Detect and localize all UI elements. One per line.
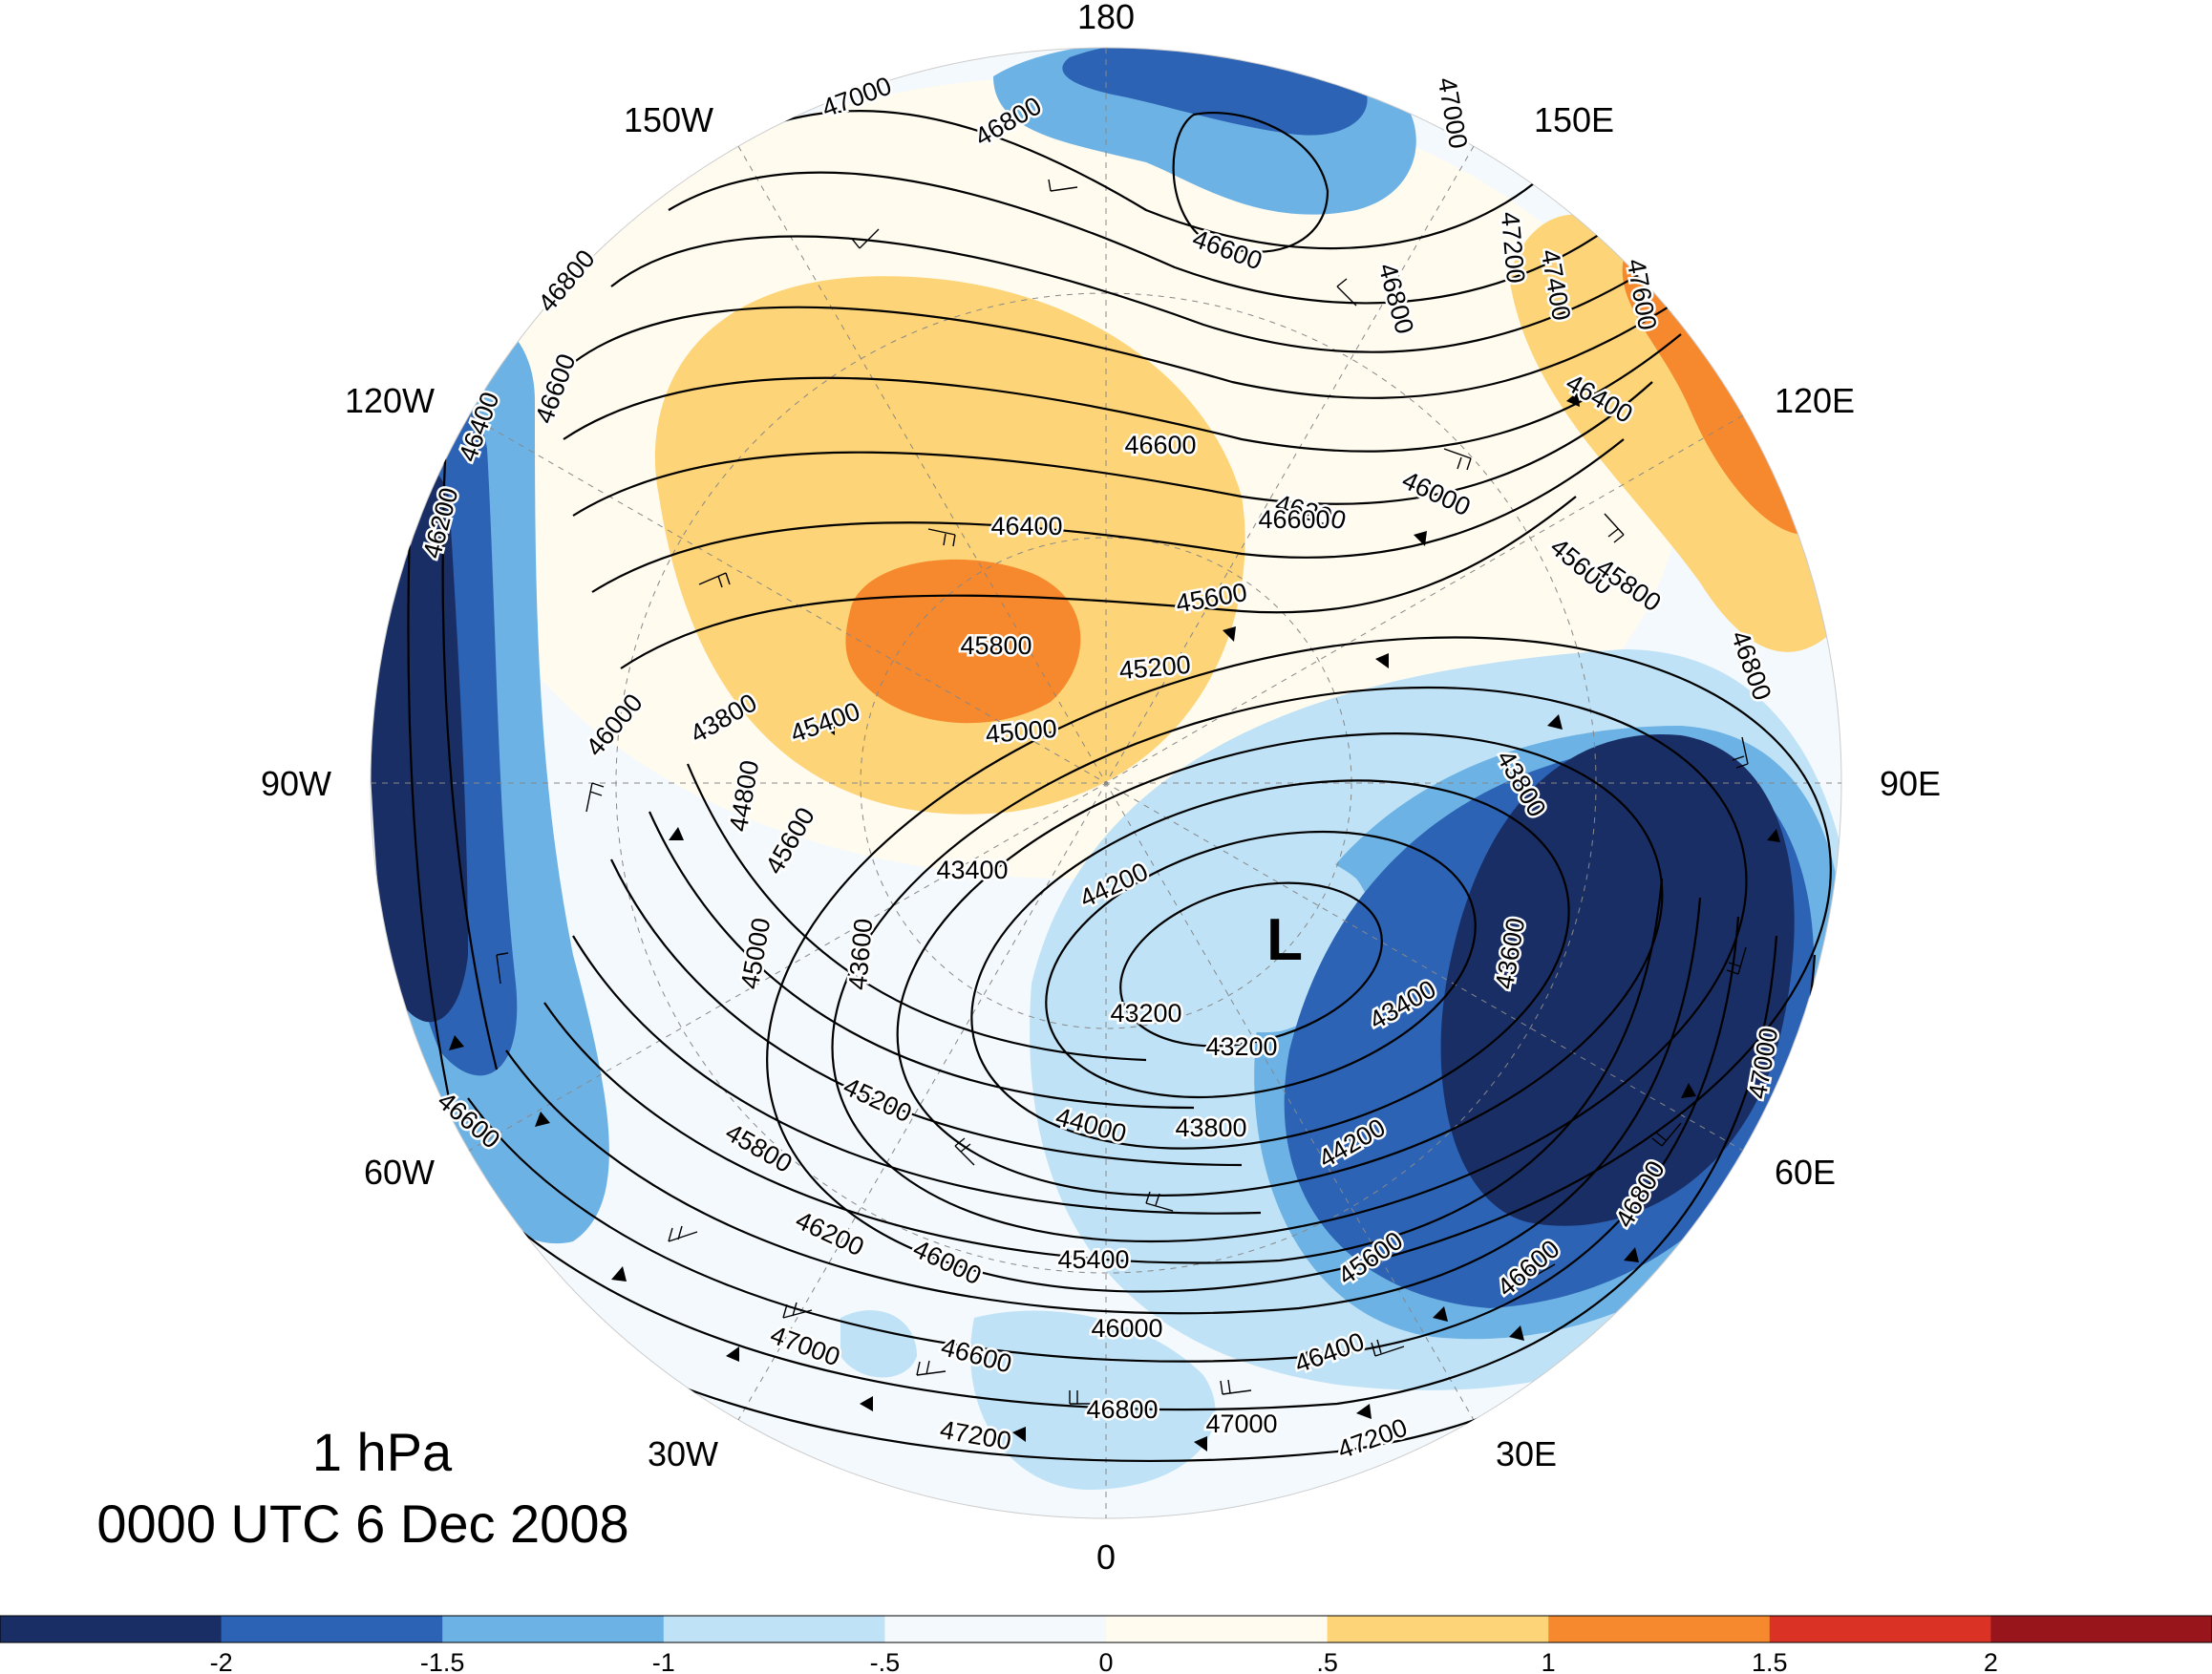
height-contours — [407, 109, 1832, 1462]
colorbar-tick-label: 2 — [1984, 1648, 1998, 1674]
colorbar-segment — [1106, 1616, 1329, 1642]
lon-label-30w: 30W — [648, 1434, 718, 1473]
colorbar-segment — [1990, 1616, 2212, 1642]
pressure-level-title: 1 hPa — [311, 1422, 453, 1482]
lon-label-150e: 150E — [1534, 100, 1614, 139]
lon-label-30e: 30E — [1496, 1434, 1557, 1473]
valid-time-title: 0000 UTC 6 Dec 2008 — [96, 1494, 629, 1554]
lon-label-60w: 60W — [364, 1153, 435, 1192]
lon-label-150w: 150W — [624, 100, 713, 139]
colorbar-segment — [221, 1616, 443, 1642]
lon-label-90w: 90W — [261, 764, 331, 803]
colorbar-tick-label: -.5 — [870, 1648, 901, 1674]
colorbar-segment — [442, 1616, 665, 1642]
colorbar-tick-label: -2 — [210, 1648, 233, 1674]
lon-label-60e: 60E — [1775, 1153, 1836, 1192]
colorbar-tick-label: -1.5 — [420, 1648, 465, 1674]
colorbar-tick-label: 1.5 — [1752, 1648, 1788, 1674]
lon-label-0: 0 — [1096, 1537, 1116, 1577]
colorbar-segment — [663, 1616, 885, 1642]
colorbar-segment — [1327, 1616, 1549, 1642]
colorbar: -2 -1.5 -1 -.5 0 .5 1 1.5 2 — [0, 1615, 2212, 1674]
low-center-marker: L — [1266, 907, 1303, 973]
colorbar-tick-label: -1 — [652, 1648, 675, 1674]
contour-label: 43800 — [1175, 1113, 1246, 1142]
graticule — [371, 48, 1841, 1518]
contour-label: 43200 — [1205, 1032, 1277, 1061]
contour-label: 46600 — [1258, 505, 1329, 534]
colorbar-tick-label: .5 — [1316, 1648, 1338, 1674]
colorbar-segment — [0, 1616, 223, 1642]
colorbar-tick-label: 1 — [1542, 1648, 1556, 1674]
wind-barbs — [496, 179, 1749, 1405]
colorbar-segment — [1548, 1616, 1771, 1642]
contour-label: 46000 — [1091, 1314, 1162, 1343]
colorbar-tick-label: 0 — [1098, 1648, 1113, 1674]
contour-label: 43400 — [936, 856, 1008, 884]
contour-label: 46600 — [1124, 431, 1196, 459]
lon-label-180: 180 — [1077, 0, 1135, 36]
contour-label: 43600 — [843, 918, 878, 991]
contour-label: 46400 — [990, 512, 1062, 540]
colorbar-segment — [884, 1616, 1107, 1642]
colorbar-segment — [1769, 1616, 1991, 1642]
contour-label: 43200 — [1110, 999, 1181, 1028]
lon-label-120w: 120W — [345, 381, 435, 420]
wind-barb-flags — [449, 392, 1780, 1452]
lon-label-90e: 90E — [1880, 764, 1941, 803]
contour-label: 47000 — [1205, 1409, 1277, 1438]
contour-label: 45400 — [1057, 1245, 1129, 1274]
contour-label: 46800 — [1086, 1395, 1158, 1424]
lon-label-120e: 120E — [1775, 381, 1855, 420]
contour-label: 45200 — [1118, 650, 1192, 685]
contour-label: 45800 — [960, 631, 1032, 660]
colorbar-outline — [0, 1615, 2212, 1643]
